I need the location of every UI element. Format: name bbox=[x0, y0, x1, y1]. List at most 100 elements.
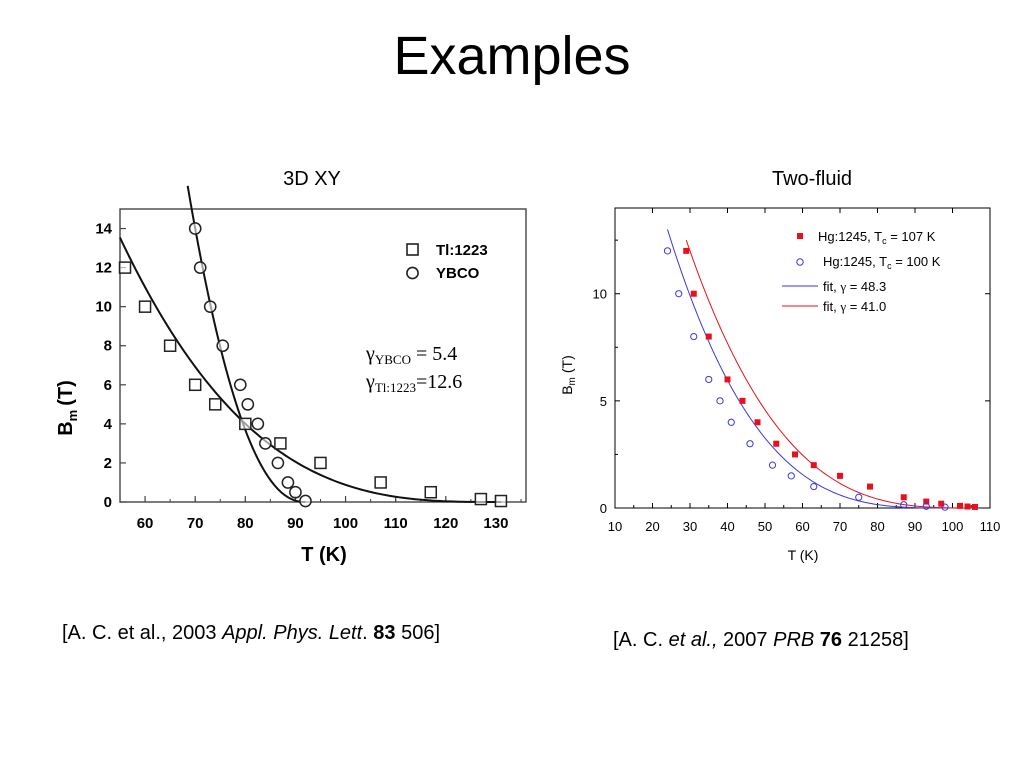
gamma-tl-symbol: γ bbox=[365, 371, 375, 393]
left-y-tick-label: 12 bbox=[95, 260, 112, 277]
data-point-hg1245-107k bbox=[690, 290, 697, 297]
data-point-tl1223 bbox=[274, 437, 287, 450]
data-point-tl1223 bbox=[239, 417, 252, 431]
right-x-tick-label: 10 bbox=[608, 519, 622, 534]
data-point-ybco bbox=[299, 494, 312, 508]
data-point-tl1223 bbox=[163, 339, 177, 352]
right-x-tick-label: 90 bbox=[908, 519, 922, 534]
data-point-hg1245-100k bbox=[690, 332, 698, 341]
legend-fit-48-sym: γ bbox=[839, 279, 846, 294]
right-ref-post: 21258] bbox=[842, 629, 909, 651]
fit-curve-ybco bbox=[186, 185, 306, 503]
data-point-hg1245-107k bbox=[972, 503, 978, 510]
right-x-axis-label: T (K) bbox=[788, 547, 819, 563]
data-point-ybco bbox=[289, 485, 302, 499]
data-point-hg1245-107k bbox=[705, 333, 712, 340]
left-reference: [A. C. et al., 2003 Appl. Phys. Lett. 83… bbox=[62, 620, 440, 646]
legend-fit-41-post: = 41.0 bbox=[846, 299, 886, 314]
data-point-ybco bbox=[233, 378, 247, 392]
left-y-tick-label: 0 bbox=[104, 494, 112, 511]
data-point-tl1223 bbox=[208, 398, 222, 411]
data-point-ybco bbox=[241, 397, 255, 411]
data-point-ybco bbox=[271, 456, 285, 470]
left-y-tick-label: 8 bbox=[104, 338, 112, 355]
data-point-hg1245-107k bbox=[683, 247, 690, 254]
legend-label-fit-48: fit, γ = 48.3 bbox=[823, 279, 886, 294]
data-point-hg1245-100k bbox=[705, 375, 713, 384]
gamma-ybco-symbol: γ bbox=[365, 343, 375, 365]
left-chart-points bbox=[118, 222, 508, 508]
legend-label-ybco: YBCO bbox=[436, 265, 480, 282]
right-plot-frame bbox=[614, 207, 991, 509]
data-point-hg1245-107k bbox=[957, 502, 963, 509]
legend-hg-100-sub: c bbox=[887, 261, 892, 271]
data-point-ybco bbox=[259, 437, 272, 450]
data-point-hg1245-107k bbox=[792, 451, 798, 458]
legend-label-hg-100: Hg:1245, Tc = 100 K bbox=[823, 254, 941, 271]
left-x-tick-label: 80 bbox=[237, 515, 254, 532]
fit-curve-tl1223 bbox=[119, 237, 501, 503]
data-point-hg1245-100k bbox=[768, 461, 777, 469]
right-x-tick-label: 100 bbox=[942, 519, 964, 534]
left-y-tick-label: 4 bbox=[104, 416, 113, 433]
right-y-tick-label: 5 bbox=[600, 394, 607, 409]
data-point-tl1223 bbox=[494, 494, 508, 508]
right-chart-fit-curves bbox=[667, 229, 979, 509]
data-point-tl1223 bbox=[314, 456, 327, 470]
data-point-hg1245-107k bbox=[837, 472, 843, 479]
left-y-tick-label: 14 bbox=[95, 221, 112, 238]
data-point-tl1223 bbox=[118, 261, 132, 274]
left-chart-legend: Tl:1223 YBCO bbox=[406, 242, 488, 282]
data-point-hg1245-100k bbox=[675, 290, 683, 298]
right-chart-points bbox=[663, 247, 978, 511]
data-point-tl1223 bbox=[474, 492, 488, 506]
left-y-label-post: (T) bbox=[55, 380, 77, 406]
left-x-tick-label: 120 bbox=[433, 515, 458, 532]
left-chart: 60 70 80 90 100 110 120 130 0 2 4 6 8 10 12 14 Tl:1223 … bbox=[55, 185, 527, 566]
data-point-hg1245-107k bbox=[900, 494, 907, 501]
right-x-tick-label: 50 bbox=[758, 519, 772, 534]
right-y-axis-label: Bm (T) bbox=[559, 355, 578, 395]
left-y-label-sub: m bbox=[65, 410, 80, 422]
data-point-hg1245-100k bbox=[810, 482, 818, 491]
right-ref-year: 2007 bbox=[717, 629, 774, 651]
legend-hg-107-main: Hg:1245, T bbox=[818, 229, 882, 244]
data-point-hg1245-107k bbox=[938, 500, 945, 507]
right-ref-journal: PRB bbox=[773, 629, 815, 651]
legend-red-square-marker bbox=[797, 233, 803, 239]
left-chart-fit-curves bbox=[119, 185, 501, 503]
left-x-tick-label: 110 bbox=[384, 515, 408, 532]
left-panel-heading: 3D XY bbox=[283, 168, 341, 190]
data-point-hg1245-107k bbox=[810, 462, 817, 469]
right-y-label-sub: m bbox=[567, 377, 578, 385]
right-x-tick-label: 110 bbox=[980, 519, 1001, 534]
left-x-tick-label: 90 bbox=[287, 515, 304, 532]
left-ref-pre: [A. C. et al., 2003 bbox=[62, 622, 223, 644]
right-ref-etal: et al., bbox=[668, 629, 718, 651]
left-x-tick-label: 60 bbox=[137, 515, 154, 532]
right-y-tick-label: 10 bbox=[593, 287, 607, 302]
data-point-hg1245-100k bbox=[922, 502, 930, 510]
left-y-tick-label: 2 bbox=[104, 455, 112, 472]
right-y-tick-label: 0 bbox=[600, 501, 607, 516]
data-point-hg1245-107k bbox=[964, 503, 971, 510]
left-y-tick-label: 6 bbox=[104, 377, 112, 394]
data-point-tl1223 bbox=[374, 476, 387, 489]
legend-hg-100-main: Hg:1245, T bbox=[823, 254, 887, 269]
left-x-axis-label: T (K) bbox=[301, 544, 347, 566]
legend-hg-100-post: = 100 K bbox=[892, 254, 941, 269]
legend-square-marker bbox=[406, 243, 419, 256]
right-panel-heading: Two-fluid bbox=[771, 168, 853, 190]
data-point-ybco bbox=[281, 476, 295, 489]
left-chart-axes: 60 70 80 90 100 110 120 130 0 2 4 6 8 10 12 14 bbox=[95, 208, 527, 532]
gamma-tl-line: γTl:1223=12.6 bbox=[365, 371, 462, 395]
right-y-label-main: B bbox=[559, 385, 575, 394]
data-point-hg1245-107k bbox=[773, 440, 780, 447]
data-point-ybco bbox=[216, 339, 230, 353]
right-chart-axes: 10 20 30 40 50 60 70 80 90 100 110 0 5 10 bbox=[593, 207, 1001, 534]
data-point-hg1245-107k bbox=[923, 498, 930, 505]
data-point-hg1245-107k bbox=[739, 397, 746, 404]
legend-fit-48-post: = 48.3 bbox=[846, 279, 886, 294]
gamma-tl-sub: Tl:1223 bbox=[375, 380, 416, 395]
data-point-hg1245-107k bbox=[724, 376, 731, 383]
